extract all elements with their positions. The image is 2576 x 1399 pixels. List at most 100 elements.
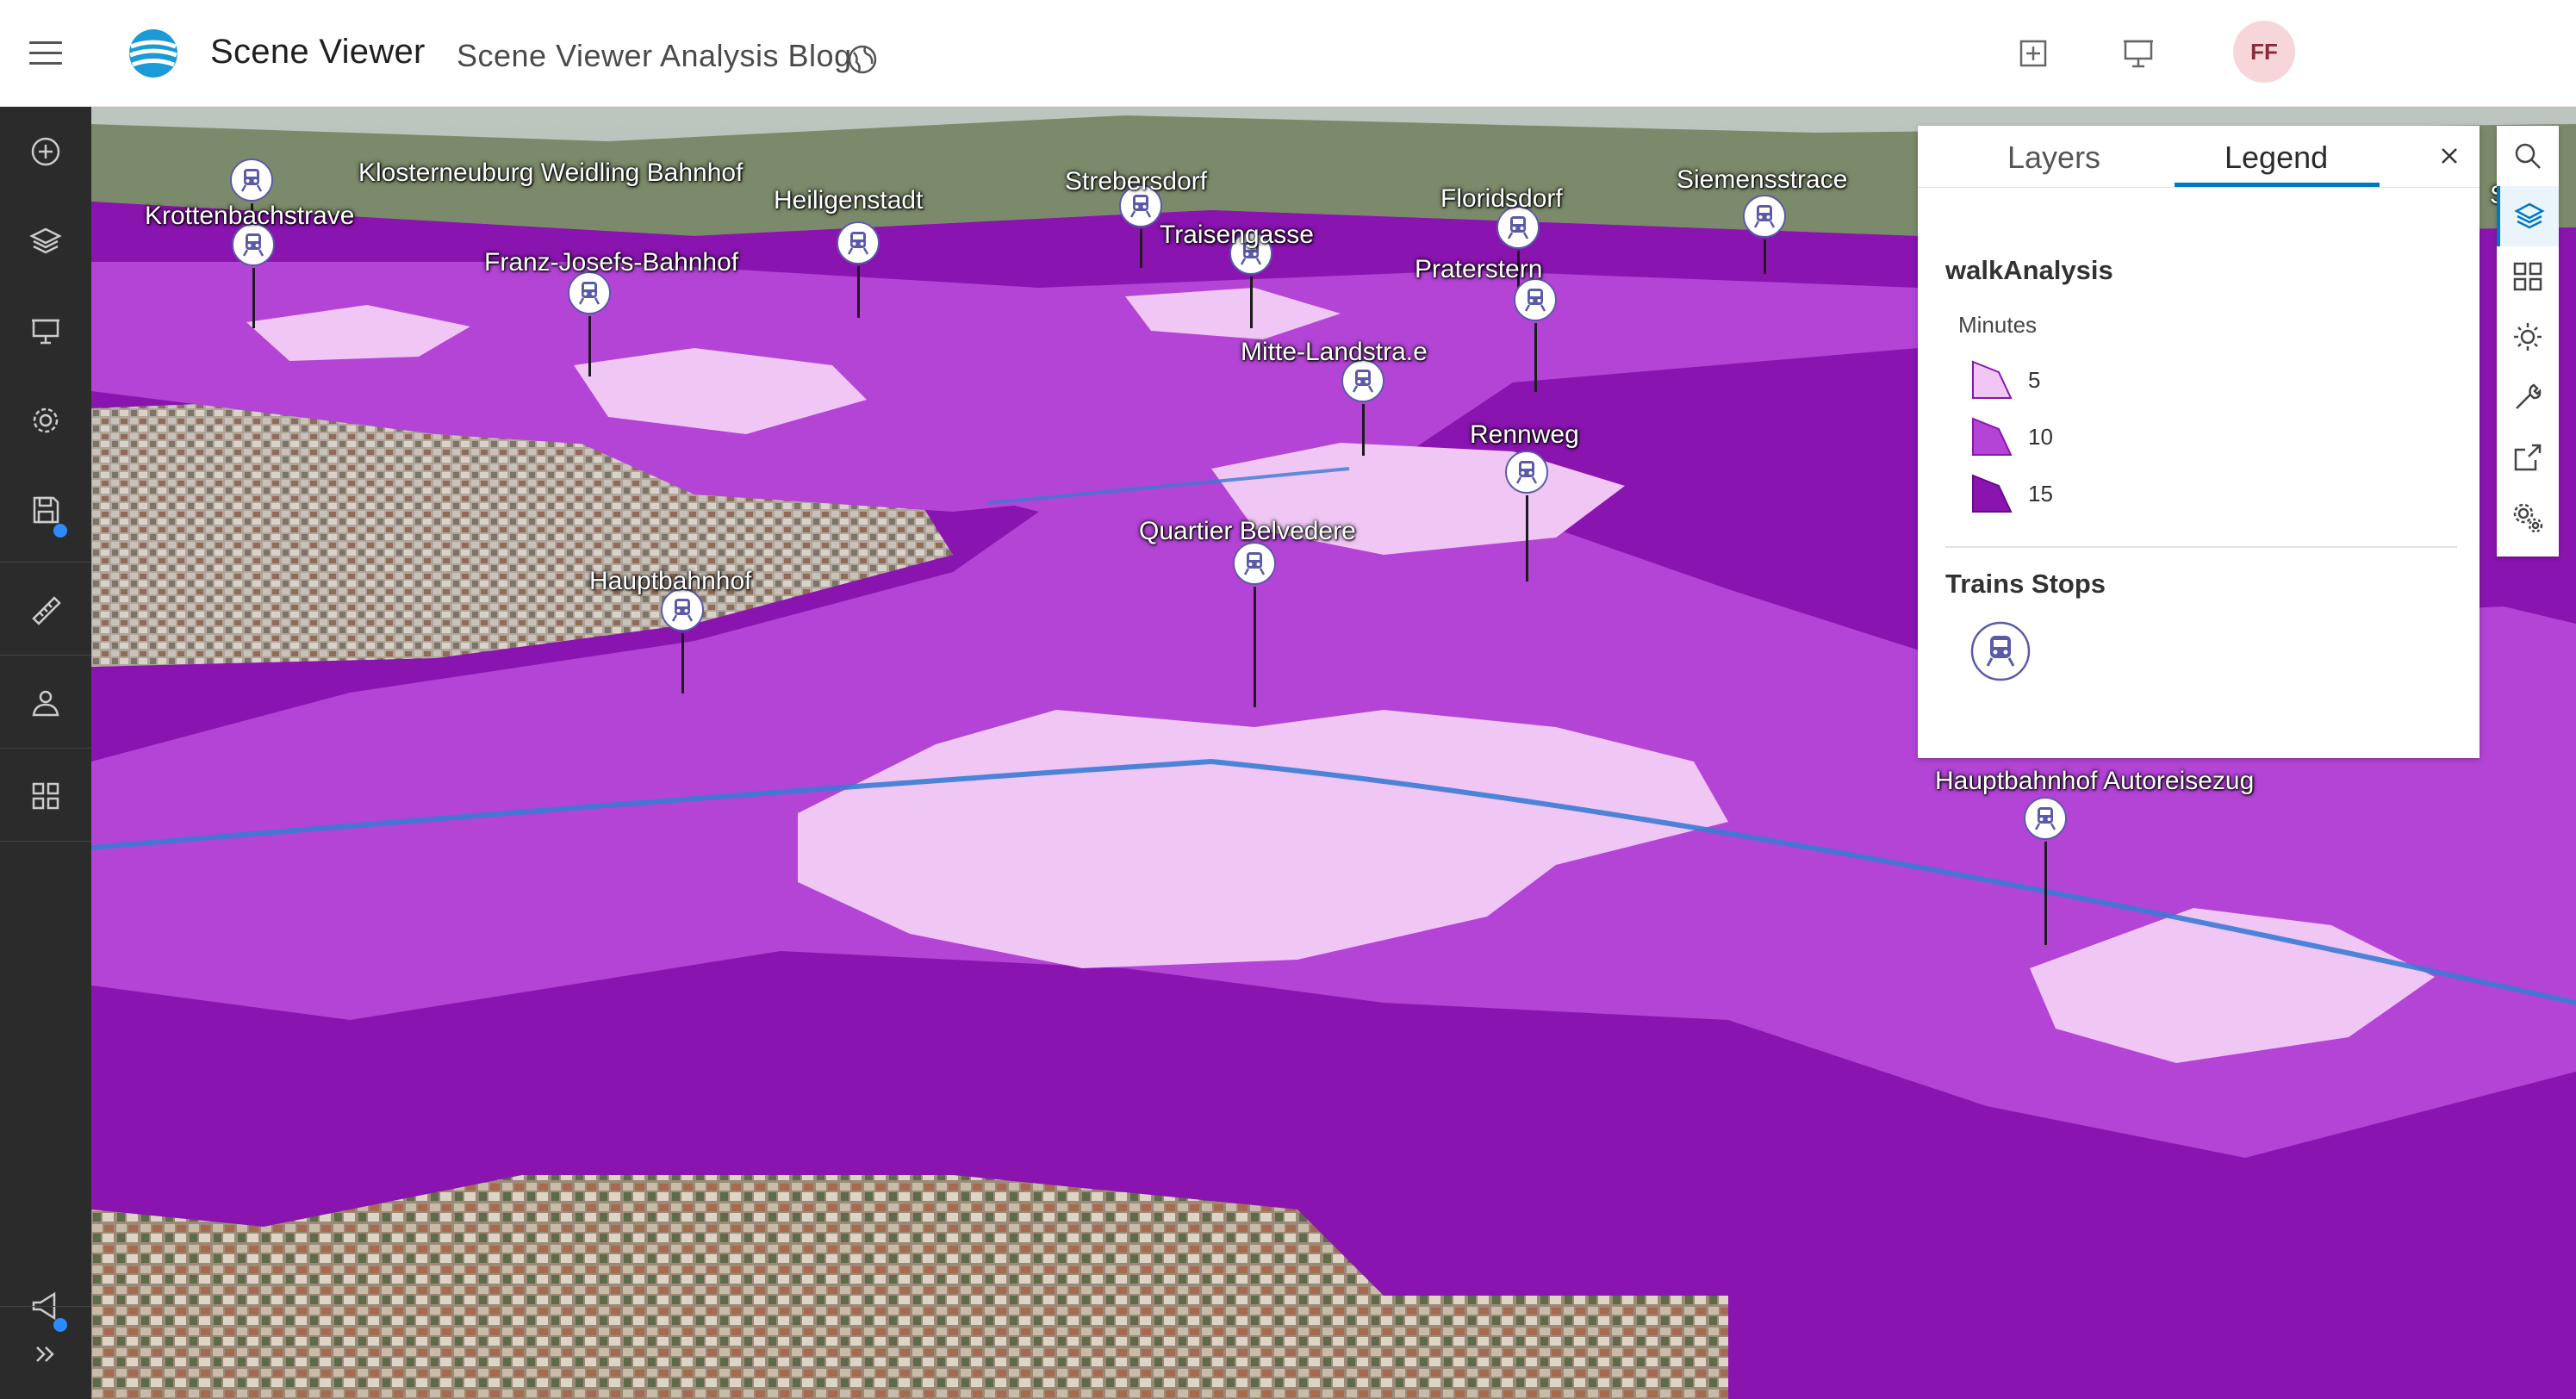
close-icon[interactable] <box>2435 141 2464 171</box>
announcement-button[interactable] <box>0 1261 91 1351</box>
station-pin-stem <box>588 316 591 376</box>
daylight-icon <box>2514 323 2542 351</box>
share-view-button[interactable] <box>0 658 91 748</box>
notification-dot <box>53 524 67 538</box>
measure-icon <box>32 596 61 625</box>
slides-button[interactable] <box>0 286 91 376</box>
tab-layers[interactable]: Layers <box>2007 140 2101 175</box>
layers-button[interactable] <box>0 196 91 286</box>
daylight-button[interactable] <box>2497 307 2559 367</box>
station-label: Mitte-Landstra.e <box>1241 338 1428 366</box>
legend-label: 15 <box>2028 481 2053 507</box>
station-label: Hauptbahnhof Autoreisezug <box>1935 767 2255 795</box>
station-label: Siemensstrace <box>1677 165 1848 194</box>
measure-button[interactable] <box>0 565 91 655</box>
train-stop-pin-icon[interactable] <box>835 220 881 266</box>
globe-icon[interactable] <box>846 43 879 76</box>
station-label: Quartier Belvedere <box>1139 517 1356 545</box>
save-button[interactable] <box>0 465 91 555</box>
scene-title: Scene Viewer Analysis Blog <box>457 38 852 73</box>
station-pin-stem <box>1534 323 1537 392</box>
search-button[interactable] <box>2497 126 2559 186</box>
announcement-icon <box>32 1291 56 1321</box>
train-stop-pin-icon[interactable] <box>1340 358 1386 404</box>
tools-icon <box>2516 383 2542 409</box>
save-icon <box>33 496 59 524</box>
station-pin-stem <box>1764 239 1766 274</box>
station-label: Praterstern <box>1415 255 1543 283</box>
add-slide-icon[interactable] <box>2016 36 2050 71</box>
station-pin-stem <box>1250 277 1253 328</box>
station-label: Krottenbachstrave <box>145 202 355 230</box>
station-pin-stem <box>1362 404 1365 456</box>
field-label: Minutes <box>1958 312 2038 338</box>
train-stop-pin-icon[interactable] <box>1741 193 1788 239</box>
share-icon <box>32 690 59 717</box>
swatch-15-icon <box>1972 474 2013 513</box>
train-stop-pin-icon[interactable] <box>1512 277 1559 323</box>
search-icon <box>2515 143 2541 169</box>
slides-icon <box>32 319 59 345</box>
legend-label: 5 <box>2028 367 2041 393</box>
share-icon <box>2514 444 2542 471</box>
basemap-icon <box>2513 262 2542 291</box>
legend-label: 10 <box>2028 424 2053 450</box>
station-pin-stem <box>1254 587 1256 707</box>
notification-dot <box>53 1318 67 1332</box>
station-label: Floridsdorf <box>1440 184 1563 213</box>
basemap-button[interactable] <box>2497 246 2559 307</box>
station-pin-stem <box>2044 842 2047 945</box>
settings-icon <box>33 407 59 433</box>
station-label: Heiligenstadt <box>774 186 924 215</box>
present-icon[interactable] <box>2121 36 2156 71</box>
station-label: Hauptbahnhof <box>589 567 752 595</box>
train-stop-pin-icon[interactable] <box>1231 540 1278 587</box>
tab-legend[interactable]: Legend <box>2224 140 2329 175</box>
settings-button[interactable] <box>2497 488 2559 548</box>
station-label: Strebersdorf <box>1065 167 1208 196</box>
settings-button[interactable] <box>0 376 91 465</box>
apps-button[interactable] <box>0 751 91 841</box>
train-stop-pin-icon[interactable] <box>1117 183 1164 229</box>
left-toolbar <box>0 107 91 1399</box>
train-stop-pin-icon[interactable] <box>659 587 706 633</box>
expand-toolbar-button[interactable] <box>0 1309 91 1399</box>
train-stop-icon <box>1970 621 2031 681</box>
settings-icon <box>2513 503 2543 533</box>
layers-icon <box>29 227 62 254</box>
layers-button[interactable] <box>2497 186 2559 246</box>
train-stop-pin-icon[interactable] <box>230 221 277 268</box>
train-stop-pin-icon[interactable] <box>2022 795 2069 842</box>
station-pin-stem <box>1517 251 1520 298</box>
train-stop-pin-icon[interactable] <box>1495 204 1541 251</box>
avatar[interactable]: FF <box>2233 21 2295 83</box>
swatch-10-icon <box>1972 417 2013 456</box>
station-pin-stem <box>252 268 255 328</box>
station-pin-stem <box>1526 495 1528 581</box>
tab-underline <box>2175 183 2380 187</box>
legend-panel: Layers Legend walkAnalysis Minutes 5 10 … <box>1918 126 2480 758</box>
map-background <box>91 107 2576 1399</box>
train-stop-pin-icon[interactable] <box>1503 449 1550 495</box>
station-label: Klosterneuburg Weidling Bahnhof <box>358 159 744 187</box>
train-stop-pin-icon[interactable] <box>228 157 275 203</box>
train-stop-pin-icon[interactable] <box>566 270 613 316</box>
app-header: Scene Viewer Scene Viewer Analysis Blog … <box>0 0 2576 107</box>
tools-button[interactable] <box>2497 367 2559 427</box>
add-icon <box>31 137 60 166</box>
station-label: Rennweg <box>1470 420 1579 449</box>
station-label: Traisengasse <box>1160 221 1314 249</box>
menu-icon[interactable] <box>29 41 62 65</box>
expand-icon <box>36 1346 54 1362</box>
scene-map[interactable]: Klosterneuburg Weidling Bahnhof Strebersd… <box>91 107 2576 1399</box>
panel-tabs: Layers Legend <box>1918 126 2480 188</box>
app-logo <box>129 29 177 78</box>
layers-icon <box>2514 202 2545 229</box>
app-name: Scene Viewer <box>210 33 426 71</box>
walk-layer-title: walkAnalysis <box>1945 255 2113 285</box>
share-button[interactable] <box>2497 427 2559 488</box>
train-stop-pin-icon[interactable] <box>1228 230 1274 277</box>
station-pin-stem <box>857 266 860 318</box>
add-layer-button[interactable] <box>0 107 91 196</box>
station-pin-stem <box>681 633 684 693</box>
